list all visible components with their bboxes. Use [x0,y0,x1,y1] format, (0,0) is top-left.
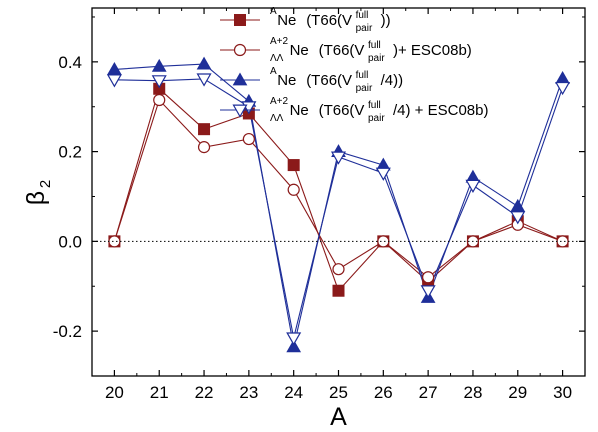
y-tick-label: 0.4 [58,53,82,72]
series-4-point [330,151,347,165]
legend-mass-superscript: A+2 [270,96,289,107]
legend-superscript: full [368,100,381,111]
x-tick-label: 30 [553,383,572,402]
series-3-point [510,198,526,212]
x-tick-label: 25 [329,383,348,402]
series-2-point [332,263,345,276]
series-3-point [151,58,167,72]
x-tick-label: 20 [105,383,124,402]
series-2-point [556,235,569,248]
series-line-1 [113,87,563,292]
legend-entry-2: A+2 ΛΛ Ne (T66(V full pair )+ ESC08b) [220,36,472,64]
legend-subscript: pair [356,83,373,94]
series-4-point [555,81,571,96]
x-tick-label: 27 [419,383,438,402]
legend-tail: /4)) [381,72,404,89]
x-axis-title: A [330,403,347,431]
legend-mass-superscript: A [270,66,277,77]
series-2-point [108,235,121,248]
series-3-point [196,56,212,70]
legend-description: (T66(V [306,12,352,29]
x-tick-label: 21 [150,383,169,402]
x-tick-label: 29 [508,383,527,402]
legend-swatch-marker [234,14,246,26]
legend-entry-1: ANe (T66(V full pair)) [220,6,391,34]
x-tick-label: 22 [195,383,214,402]
y-tick-label: 0.0 [58,232,82,251]
legend-subscript: pair [356,23,373,34]
legend-tail: )) [381,12,391,29]
legend-description: (T66(V [319,102,365,119]
legend-nucleus: Ne [277,72,296,89]
series-1-point [198,123,211,136]
series-4-point [106,74,122,88]
series-3-point [555,70,570,84]
x-tick-label: 28 [463,383,482,402]
x-tick-label: 23 [239,383,258,402]
series-4-point [196,73,212,87]
series-2-point [197,141,211,154]
legend-swatch-marker [232,72,248,86]
legend-tail: )+ ESC08b) [393,42,472,59]
series-4-point [510,211,526,225]
plot-frame [91,7,586,377]
legend-entry-3: ANe (T66(V full pair/4)) [220,66,403,94]
series-2-point [377,235,390,248]
legend-mass-superscript: A [270,6,277,17]
series-4-point [465,179,481,193]
series-4-point [375,167,391,181]
legend-subscript: pair [368,113,385,124]
legend-swatch-marker [233,43,247,57]
series-4-point [151,75,167,89]
legend-swatch-marker [232,104,248,118]
legend-nucleus: Ne [290,102,309,119]
legend-entry-4: A+2 ΛΛ Ne (T66(V full pair/4) + ESC08b) [220,96,488,124]
y-tick-label: -0.2 [53,322,82,341]
y-axis-title-symbol: β [22,191,50,205]
x-tick-label: 24 [284,383,303,402]
series-2-point [153,93,166,107]
x-tick-label: 26 [374,383,393,402]
series-1-point [287,159,300,172]
legend-subscript: pair [368,53,385,64]
y-axis-title-subscript: 2 [37,180,54,188]
y-tick-label: 0.2 [58,143,82,162]
series-line-2 [113,98,563,278]
series-2-point [422,271,435,284]
legend-description: (T66(V [306,72,352,89]
series-2-point [242,132,255,146]
series-3-point [286,339,302,353]
legend-nucleus: Ne [290,42,309,59]
legend-hypernuclear-subscript: ΛΛ [270,53,284,64]
legend-superscript: full [368,40,381,51]
axes-layer: 20 21 22 23 24 25 26 27 28 29 30 -0.2 0.0 0.2 0.4 [53,7,586,402]
legend-mass-superscript: A+2 [270,36,289,47]
series-4-point [420,285,436,299]
legend-tail: /4) + ESC08b) [393,102,488,119]
legend-superscript: full [356,10,369,21]
series-2-point [287,183,300,196]
series-1-point [332,284,345,297]
legend-nucleus: Ne [277,12,296,29]
series-4-point [286,332,302,346]
legend-hypernuclear-subscript: ΛΛ [270,113,284,124]
legend-description: (T66(V [319,42,365,59]
legend-superscript: full [356,70,369,81]
y-axis-title: β 2 [22,180,54,205]
